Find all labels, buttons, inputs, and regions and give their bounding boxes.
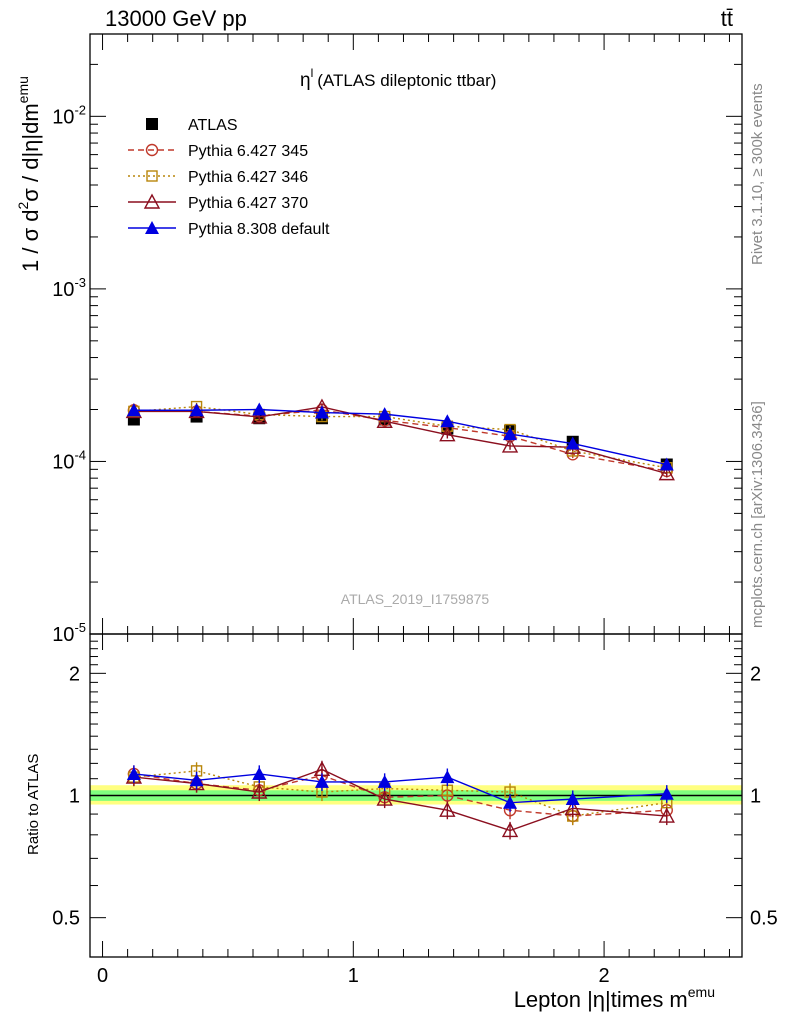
data-point-py370 [376,412,393,428]
series-line-py345 [133,409,667,472]
legend-marker-py345 [145,143,159,157]
ratio-y-tick-label: 0.5 [52,908,80,930]
data-point-py8 [126,766,141,780]
legend-label-py345: Pythia 6.427 345 [188,143,308,160]
data-point-py370 [501,437,519,453]
x-axis-label: Lepton |η|times memu [514,984,715,1012]
data-point-py8 [126,403,141,417]
series-py8 [126,402,674,471]
data-point-py8 [314,774,329,788]
y-tick-label: 10-5 [52,620,86,646]
source-label: mcplots.cern.ch [arXiv:1306.3436] [749,401,766,628]
series-line-py370 [133,406,667,475]
data-point-py8 [440,414,455,428]
data-point-py8 [377,407,392,421]
series-py370 [125,398,675,481]
analysis-watermark: ATLAS_2019_I1759875 [341,591,490,607]
legend: ATLAS Pythia 6.427 345 Pythia 6.427 346 Pyt… [128,117,330,238]
legend-marker-py370 [143,193,161,209]
legend-label-py370: Pythia 6.427 370 [188,195,308,212]
legend-label-atlas: ATLAS [188,117,238,134]
series-line-py8 [133,408,667,466]
data-point-py8 [440,770,455,784]
y-tick-label: 10-2 [52,102,86,128]
data-point-py8 [189,773,204,787]
data-point-py8 [659,786,674,800]
data-point-py8 [503,795,518,809]
data-point-py370 [439,426,456,442]
ratio-y-tick-label: 2 [750,663,761,685]
data-point-py370 [251,783,268,799]
legend-label-py8: Pythia 8.308 default [188,221,330,238]
ratio-y-axis-label: Ratio to ATLAS [25,754,42,855]
ratio-y-tick-label: 1 [750,786,761,808]
x-tick-label: 2 [599,965,610,987]
data-point-py8 [252,402,267,416]
legend-marker-py8 [145,221,159,234]
data-point-py370 [658,807,675,823]
data-point-py370 [658,465,675,481]
ratio-axes: 0 1 2 0.5 0.5 1 1 2 2 [52,633,778,987]
legend-label-py346: Pythia 6.427 346 [188,169,308,186]
ratio-y-tick-label: 0.5 [750,908,778,930]
data-point-py8 [503,427,518,441]
data-point-py8 [377,774,392,788]
y-tick-label: 10-4 [52,447,86,473]
x-tick-label: 0 [97,965,108,987]
series-py370 [125,760,675,840]
data-point-py8 [252,766,267,780]
legend-marker-atlas [146,118,158,130]
main-y-axis-label: 1 / σ d2σ / d|η|dmemu [15,76,43,272]
rivet-label: Rivet 3.1.10, ≥ 300k events [749,83,766,265]
data-point-py8 [565,436,580,450]
y-tick-label: 10-3 [52,275,86,301]
chart-title: ηl (ATLAS dileptonic ttbar) [300,66,496,91]
data-point-py370 [251,408,268,424]
ratio-series [125,760,675,840]
main-series [125,398,675,481]
data-point-py370 [439,801,456,817]
process-label: tt̄ [721,6,733,31]
series-atlas [127,410,673,471]
legend-marker-py346 [146,170,158,182]
series-py345 [127,403,673,478]
x-tick-label: 1 [348,965,359,987]
data-point-py8 [314,405,329,419]
series-py8 [126,765,674,812]
data-point-py370 [501,822,519,838]
data-point-py8 [659,457,674,471]
data-point-py370 [564,799,581,815]
energy-label: 13000 GeV pp [105,6,247,31]
ratio-y-tick-label: 1 [69,786,80,808]
data-point-py370 [376,790,393,806]
ratio-y-tick-label: 2 [69,663,80,685]
data-point-py8 [565,792,580,806]
data-point-py8 [189,403,204,417]
